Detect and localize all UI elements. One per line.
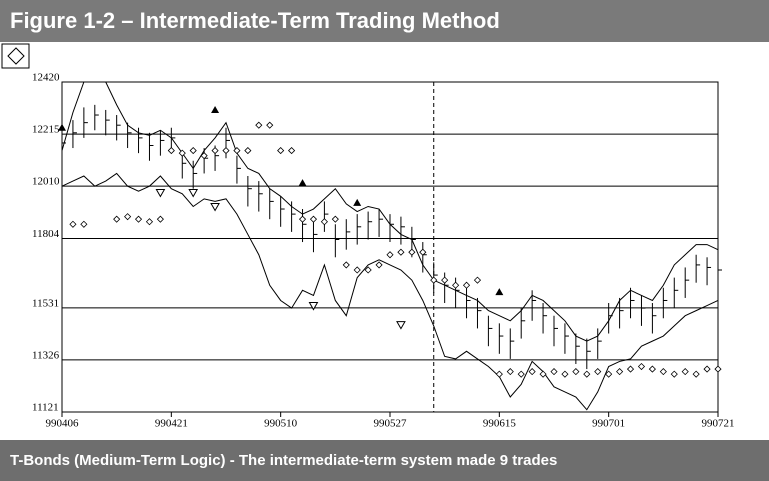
stop-marker xyxy=(244,147,252,155)
x-tick-label: 990421 xyxy=(155,418,188,430)
stop-marker xyxy=(266,121,274,129)
stop-marker xyxy=(408,248,416,256)
x-tick-label: 990527 xyxy=(374,418,408,430)
stop-marker xyxy=(342,261,350,269)
stop-marker xyxy=(517,370,525,378)
stop-marker xyxy=(583,370,591,378)
sell-marker xyxy=(210,202,220,212)
stop-marker xyxy=(452,281,460,289)
stop-marker xyxy=(430,276,438,284)
x-tick-label: 990510 xyxy=(264,418,298,430)
stop-marker xyxy=(298,215,307,223)
stop-marker xyxy=(364,266,372,274)
stop-marker xyxy=(539,370,547,378)
stop-marker xyxy=(80,220,88,228)
y-tick-label: 11121 xyxy=(32,402,59,414)
stop-marker xyxy=(605,370,613,378)
stop-marker xyxy=(320,218,328,226)
stop-marker xyxy=(288,147,296,155)
stop-marker xyxy=(561,370,569,378)
stop-marker xyxy=(233,147,241,155)
stop-marker xyxy=(353,266,361,274)
tool-icon-glyph xyxy=(7,47,25,65)
stop-marker xyxy=(528,368,536,376)
y-tick-label: 11804 xyxy=(32,228,60,240)
x-tick-label: 990721 xyxy=(702,418,735,430)
tool-icon xyxy=(1,43,30,69)
stop-marker xyxy=(659,368,667,376)
buy-marker xyxy=(298,179,307,187)
stop-marker xyxy=(331,215,339,223)
stop-marker xyxy=(626,365,635,373)
stop-marker xyxy=(375,261,383,269)
stop-marker xyxy=(178,149,186,157)
stop-marker xyxy=(462,281,471,289)
stop-marker xyxy=(648,365,656,373)
lower-band xyxy=(61,172,719,411)
sell-marker xyxy=(396,321,406,330)
x-tick-label: 990615 xyxy=(483,418,517,430)
y-tick-label: 11531 xyxy=(32,297,59,309)
stop-marker xyxy=(692,370,700,378)
stop-marker xyxy=(616,368,624,376)
x-tick-label: 990406 xyxy=(46,418,80,430)
stop-marker xyxy=(714,365,722,373)
sell-marker xyxy=(188,189,199,198)
stop-marker xyxy=(145,218,154,226)
stop-marker xyxy=(473,276,482,284)
buy-marker xyxy=(58,123,66,131)
upper-band xyxy=(61,81,719,342)
y-tick-label: 12010 xyxy=(32,176,60,188)
chart: 12420 12215 12010 11804 11531 11326 11121 99040… xyxy=(1,43,735,430)
stop-marker xyxy=(495,370,503,378)
stop-marker xyxy=(255,121,263,129)
figure-title: Figure 1-2 – Intermediate-Term Trading M… xyxy=(0,0,769,42)
sell-marker xyxy=(155,189,166,198)
stop-marker xyxy=(200,152,208,160)
stop-marker xyxy=(124,213,132,221)
figure-caption: T-Bonds (Medium-Term Logic) - The interm… xyxy=(0,440,769,481)
stop-marker xyxy=(550,368,558,376)
stop-marker xyxy=(594,368,602,376)
stop-marker xyxy=(69,220,77,228)
stop-marker xyxy=(506,368,514,376)
stop-marker xyxy=(156,215,164,223)
stop-marker xyxy=(134,215,143,223)
stop-marker xyxy=(189,147,197,155)
buy-marker xyxy=(495,288,504,296)
stop-marker xyxy=(113,215,121,223)
stop-marker xyxy=(386,251,394,259)
stop-marker xyxy=(419,248,427,256)
sell-marker xyxy=(308,302,319,311)
x-tick-label: 990701 xyxy=(592,418,625,430)
y-tick-label: 12420 xyxy=(32,72,60,84)
buy-marker xyxy=(211,105,220,113)
y-tick-label: 12215 xyxy=(32,124,60,136)
stop-marker xyxy=(222,147,230,155)
stop-marker xyxy=(309,215,318,223)
stop-marker xyxy=(441,276,449,284)
stop-marker xyxy=(670,370,678,378)
stop-marker xyxy=(703,365,711,373)
stop-marker xyxy=(167,147,175,155)
stop-marker xyxy=(637,362,646,371)
stop-marker xyxy=(572,368,580,376)
stop-marker xyxy=(277,147,285,155)
stop-marker xyxy=(397,248,405,256)
buy-marker xyxy=(353,198,362,206)
stop-marker xyxy=(681,368,689,376)
y-tick-label: 11326 xyxy=(32,349,60,361)
stop-marker xyxy=(211,147,219,155)
